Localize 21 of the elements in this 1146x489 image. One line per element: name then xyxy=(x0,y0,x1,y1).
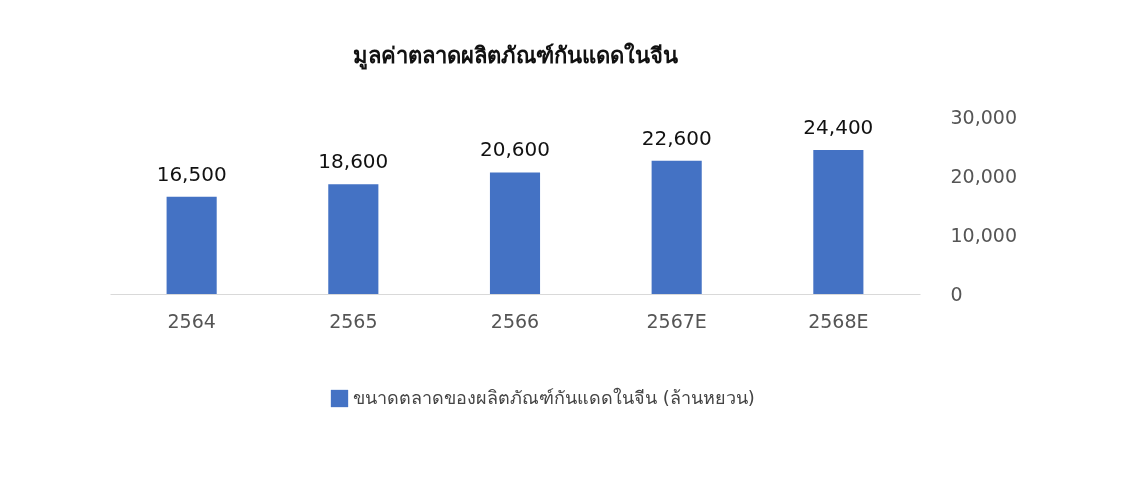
x-tick-label: 2565 xyxy=(329,309,378,332)
bar xyxy=(489,172,541,294)
legend-label: ขนาดตลาดของผลิตภัณฑ์กันแดดในจีน (ล้านหยวน) xyxy=(353,386,755,408)
y-tick-label: 10,000 xyxy=(950,223,1017,246)
bar xyxy=(813,150,864,294)
data-label: 16,500 xyxy=(156,161,227,186)
chart-title: มูลค่าตลาดผลิตภัณฑ์กันแดดในจีน xyxy=(352,42,678,70)
y-tick-label: 20,000 xyxy=(950,164,1017,187)
data-label: 18,600 xyxy=(318,149,389,174)
data-label: 24,400 xyxy=(803,115,874,140)
x-tick-label: 2568E xyxy=(808,309,869,332)
data-label: 20,600 xyxy=(480,137,550,162)
x-tick-label: 2564 xyxy=(167,309,216,332)
x-tick-label: 2567E xyxy=(646,309,707,332)
x-tick-label: 2566 xyxy=(490,309,540,332)
y-tick-label: 30,000 xyxy=(950,105,1017,128)
bar xyxy=(328,184,379,294)
data-label: 22,600 xyxy=(641,125,712,150)
bar xyxy=(166,196,217,294)
bar xyxy=(651,160,702,294)
y-tick-label: 0 xyxy=(950,282,963,305)
